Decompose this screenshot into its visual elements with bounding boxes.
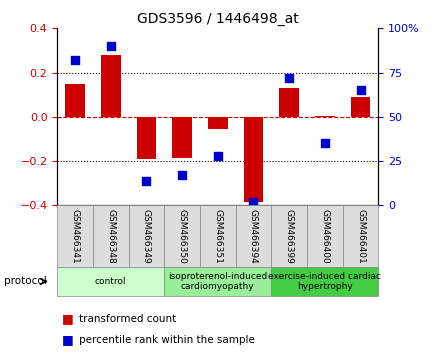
Bar	[172, 117, 192, 158]
Bar	[164, 267, 271, 296]
Point	[179, 172, 186, 178]
Bar	[101, 55, 121, 117]
Point	[250, 199, 257, 205]
Point	[143, 178, 150, 183]
Bar	[208, 117, 227, 129]
Text: transformed count: transformed count	[79, 314, 176, 324]
Bar	[343, 205, 378, 267]
Point	[286, 75, 293, 81]
Text: GSM466341: GSM466341	[70, 209, 80, 264]
Bar	[93, 205, 128, 267]
Bar	[236, 205, 271, 267]
Text: control: control	[95, 277, 126, 286]
Text: percentile rank within the sample: percentile rank within the sample	[79, 335, 255, 345]
Bar	[307, 205, 343, 267]
Point	[321, 141, 328, 146]
Bar	[271, 205, 307, 267]
Point	[107, 43, 114, 49]
Bar	[57, 205, 93, 267]
Bar	[315, 116, 335, 117]
Bar	[271, 267, 378, 296]
Point	[72, 57, 79, 63]
Text: GSM466350: GSM466350	[178, 209, 187, 264]
Bar	[244, 117, 263, 202]
Point	[214, 153, 221, 159]
Text: GSM466399: GSM466399	[285, 209, 293, 264]
Bar	[57, 267, 164, 296]
Bar	[164, 205, 200, 267]
Bar	[200, 205, 236, 267]
Bar	[136, 117, 156, 159]
Title: GDS3596 / 1446498_at: GDS3596 / 1446498_at	[137, 12, 299, 26]
Bar	[279, 88, 299, 117]
Text: GSM466349: GSM466349	[142, 209, 151, 264]
Text: isoproterenol-induced
cardiomyopathy: isoproterenol-induced cardiomyopathy	[168, 272, 268, 291]
Bar	[351, 97, 370, 117]
Text: ■: ■	[62, 312, 73, 325]
Point	[357, 87, 364, 93]
Text: GSM466400: GSM466400	[320, 209, 330, 264]
Bar	[65, 84, 85, 117]
Text: GSM466394: GSM466394	[249, 209, 258, 264]
Text: ■: ■	[62, 333, 73, 346]
Text: protocol: protocol	[4, 276, 47, 286]
Text: GSM466401: GSM466401	[356, 209, 365, 264]
Bar	[128, 205, 164, 267]
Text: GSM466351: GSM466351	[213, 209, 222, 264]
Text: GSM466348: GSM466348	[106, 209, 115, 264]
Text: exercise-induced cardiac
hypertrophy: exercise-induced cardiac hypertrophy	[268, 272, 381, 291]
